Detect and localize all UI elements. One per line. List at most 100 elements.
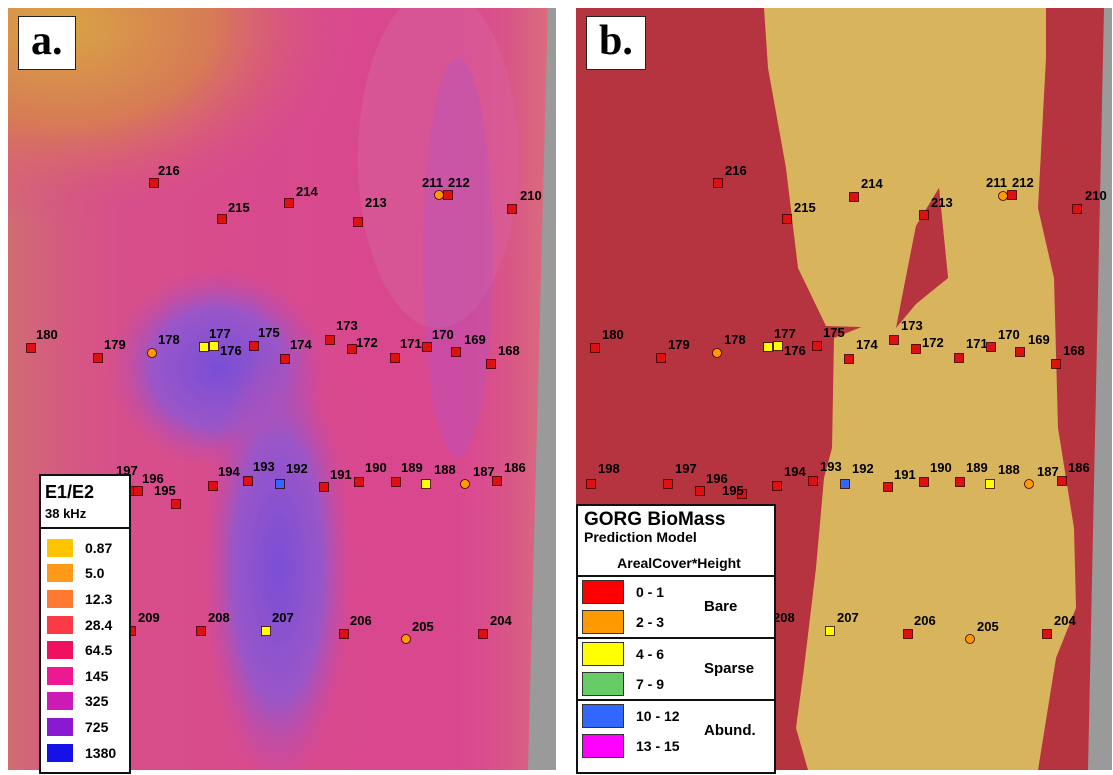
station-label: 212 <box>1012 175 1034 190</box>
station-label: 190 <box>930 460 952 475</box>
station-label: 204 <box>490 613 512 628</box>
station-marker <box>508 205 517 214</box>
station-label: 192 <box>286 461 308 476</box>
station-label: 213 <box>931 195 953 210</box>
station-marker <box>955 354 964 363</box>
station-marker <box>912 345 921 354</box>
station-marker <box>696 487 705 496</box>
legend-group-label: Bare <box>704 598 737 615</box>
legend-swatch <box>47 641 73 659</box>
station-label: 189 <box>966 460 988 475</box>
station-label: 178 <box>724 332 746 347</box>
station-marker <box>986 480 995 489</box>
station-marker <box>783 215 792 224</box>
legend-swatch <box>47 744 73 762</box>
station-label: 190 <box>365 460 387 475</box>
station-label: 193 <box>253 459 275 474</box>
legend-swatch <box>47 564 73 582</box>
station-label: 170 <box>432 327 454 342</box>
legend-row: 28.4 <box>41 612 129 638</box>
station-label: 216 <box>158 163 180 178</box>
station-marker <box>664 480 673 489</box>
station-marker <box>392 478 401 487</box>
legend-label: 12.3 <box>85 591 112 607</box>
station-label: 168 <box>498 343 520 358</box>
station-label: 187 <box>473 464 495 479</box>
station-marker <box>714 179 723 188</box>
legend-row: 64.5 <box>41 637 129 663</box>
legend-group-label: Abund. <box>704 722 756 739</box>
station-label: 197 <box>675 461 697 476</box>
station-label: 205 <box>412 619 434 634</box>
station-label: 169 <box>1028 332 1050 347</box>
station-marker <box>218 215 227 224</box>
station-marker <box>773 482 782 491</box>
station-marker <box>966 635 975 644</box>
legend-row: 12.3 <box>41 586 129 612</box>
legend-row: 5.0 <box>41 561 129 587</box>
panel-a-acoustic-map: 216 215 214 213 211 212 210 180 179 178 177 176 175 1… <box>8 8 556 770</box>
station-marker <box>210 342 219 351</box>
station-marker <box>1025 480 1034 489</box>
station-marker <box>987 343 996 352</box>
station-marker <box>150 179 159 188</box>
station-label: 169 <box>464 332 486 347</box>
station-label: 210 <box>520 188 542 203</box>
station-label: 177 <box>774 326 796 341</box>
station-marker <box>285 199 294 208</box>
station-marker <box>1058 477 1067 486</box>
station-label: 215 <box>794 200 816 215</box>
station-label: 171 <box>966 336 988 351</box>
station-label: 177 <box>209 326 231 341</box>
station-marker <box>1052 360 1061 369</box>
station-label: 174 <box>856 337 878 352</box>
station-label: 191 <box>894 467 916 482</box>
station-marker <box>884 483 893 492</box>
station-marker <box>591 344 600 353</box>
station-label: 186 <box>504 460 526 475</box>
legend-row: 0.87 <box>41 535 129 561</box>
station-label: 195 <box>722 483 744 498</box>
station-label: 173 <box>336 318 358 333</box>
station-marker <box>956 478 965 487</box>
station-marker <box>355 478 364 487</box>
station-label: 210 <box>1085 188 1107 203</box>
station-label: 188 <box>434 462 456 477</box>
station-label: 180 <box>36 327 58 342</box>
station-marker <box>1073 205 1082 214</box>
station-label: 211 <box>986 175 1007 190</box>
legend-label: 7 - 9 <box>636 676 664 692</box>
legend-label: 10 - 12 <box>636 708 680 724</box>
legend-subtitle: 38 kHz <box>41 502 129 529</box>
station-label: 179 <box>668 337 690 352</box>
station-marker <box>250 342 259 351</box>
legend-e1e2: E1/E2 38 kHz 0.87 5.0 12.3 28.4 64.5 145 325 72… <box>39 474 131 774</box>
station-label: 207 <box>837 610 859 625</box>
station-marker <box>391 354 400 363</box>
station-marker <box>276 480 285 489</box>
station-label: 205 <box>977 619 999 634</box>
legend-label: 5.0 <box>85 565 104 581</box>
station-label: 204 <box>1054 613 1076 628</box>
station-marker <box>94 354 103 363</box>
station-label: 214 <box>861 176 883 191</box>
station-label: 192 <box>852 461 874 476</box>
station-label: 214 <box>296 184 318 199</box>
station-label: 206 <box>350 613 372 628</box>
legend-label: 2 - 3 <box>636 614 664 630</box>
station-label: 194 <box>218 464 240 479</box>
station-marker <box>209 482 218 491</box>
station-marker <box>197 627 206 636</box>
legend-swatch <box>582 734 624 758</box>
station-label: 180 <box>602 327 624 342</box>
station-marker <box>826 627 835 636</box>
station-label: 170 <box>998 327 1020 342</box>
legend-label: 1380 <box>85 745 116 761</box>
legend-label: 325 <box>85 693 108 709</box>
station-marker <box>713 349 722 358</box>
legend-swatch <box>582 610 624 634</box>
station-marker <box>326 336 335 345</box>
legend-label: 28.4 <box>85 617 112 633</box>
station-label: 186 <box>1068 460 1090 475</box>
station-marker <box>890 336 899 345</box>
